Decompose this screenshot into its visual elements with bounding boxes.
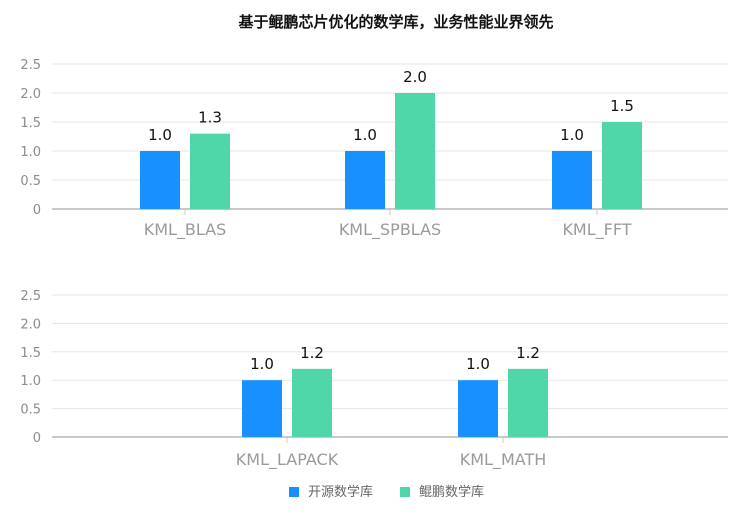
y-tick-label: 1.5 [20, 116, 41, 131]
y-tick-label: 0 [33, 431, 41, 446]
open-source-bar [345, 151, 385, 209]
open-source-bar [458, 380, 498, 437]
category-label: KML_MATH [460, 450, 547, 470]
category-label: KML_LAPACK [236, 450, 339, 470]
kunpeng-bar [395, 93, 435, 209]
bar-value-label: 1.3 [198, 109, 222, 127]
y-tick-label: 2.0 [20, 87, 41, 102]
bar-chart-1: 0 0.5 1.0 1.5 2.0 2.5 KML_BLAS 1.0 1.3 KML_SPBLAS… [20, 58, 728, 240]
y-tick-label: 1.0 [20, 374, 41, 389]
y-tick-label: 2.5 [20, 289, 41, 304]
legend-label-open-source: 开源数学库 [308, 484, 373, 500]
y-tick-label: 0.5 [20, 174, 41, 189]
bar-value-label: 1.2 [300, 344, 324, 362]
legend-label-kunpeng: 鲲鹏数学库 [419, 484, 484, 500]
legend: 开源数学库 鲲鹏数学库 [289, 484, 484, 500]
y-tick-label: 1.0 [20, 145, 41, 160]
category-label: KML_SPBLAS [339, 220, 441, 240]
kunpeng-bar [508, 368, 548, 437]
category-label: KML_FFT [562, 220, 631, 240]
chart-title: 基于鲲鹏芯片优化的数学库，业务性能业界领先 [237, 13, 553, 31]
bar-chart-2: 0 0.5 1.0 1.5 2.0 2.5 KML_LAPACK 1.0 1.2 KML_MATH… [20, 289, 728, 470]
kunpeng-bar [190, 133, 230, 209]
open-source-bar [242, 380, 282, 437]
open-source-bar [552, 151, 592, 209]
kunpeng-bar [292, 368, 332, 437]
y-tick-label: 0 [33, 203, 41, 218]
bar-value-label: 1.2 [516, 344, 540, 362]
bar-value-label: 2.0 [403, 68, 427, 86]
bar-value-label: 1.0 [560, 126, 584, 144]
y-tick-label: 2.0 [20, 317, 41, 332]
y-tick-label: 0.5 [20, 403, 41, 418]
bar-value-label: 1.0 [250, 355, 274, 373]
bar-value-label: 1.0 [353, 126, 377, 144]
plots-layer: 0 0.5 1.0 1.5 2.0 2.5 KML_BLAS 1.0 1.3 KML_SPBLAS… [20, 58, 728, 470]
kunpeng-bar [602, 122, 642, 209]
y-tick-label: 1.5 [20, 346, 41, 361]
legend-swatch-open-source [289, 487, 299, 497]
open-source-bar [140, 151, 180, 209]
y-tick-label: 2.5 [20, 58, 41, 73]
bar-value-label: 1.0 [148, 126, 172, 144]
category-label: KML_BLAS [144, 220, 227, 240]
legend-swatch-kunpeng [400, 487, 410, 497]
bar-value-label: 1.0 [466, 355, 490, 373]
bar-value-label: 1.5 [610, 97, 634, 115]
